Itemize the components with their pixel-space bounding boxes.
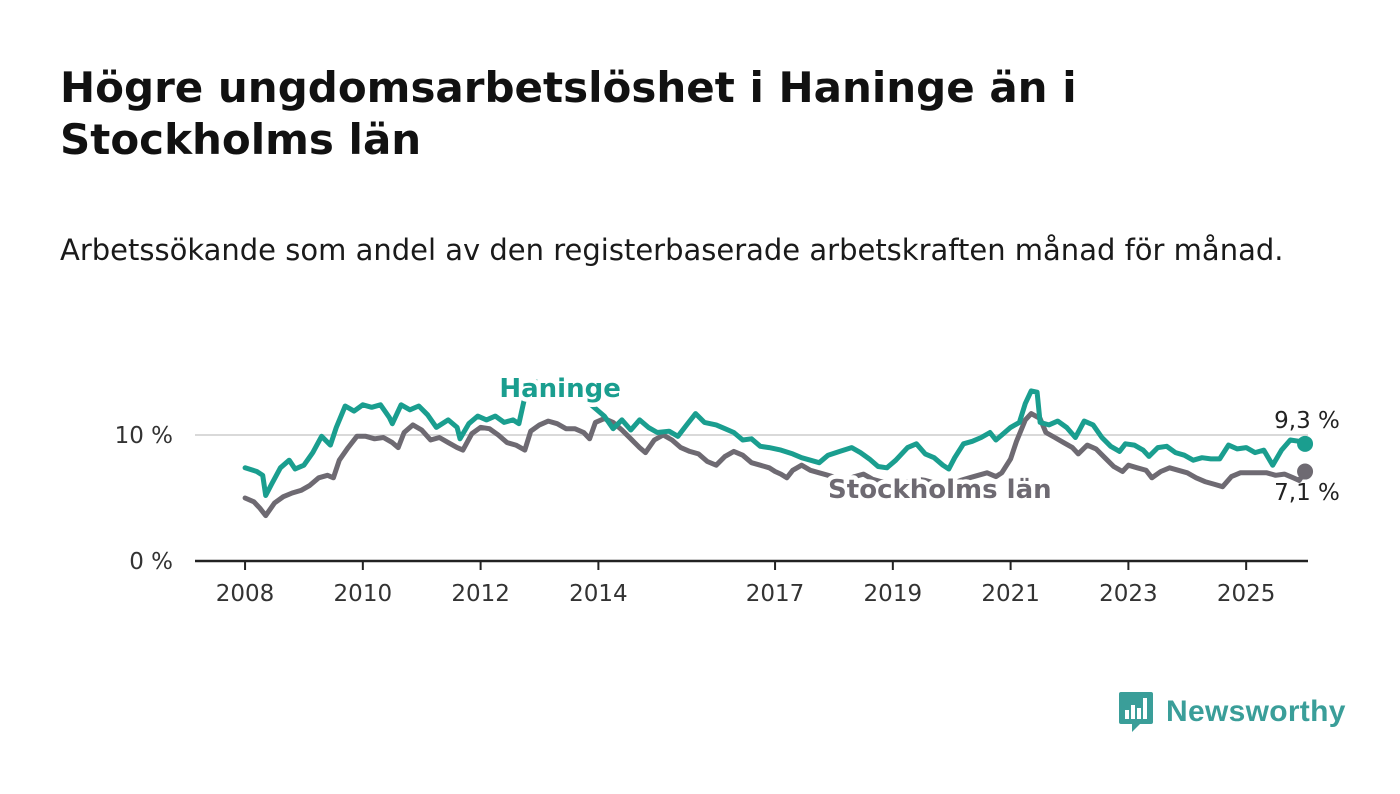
x-tick-label: 2014 [569, 581, 628, 607]
x-tick-label: 2019 [864, 581, 923, 607]
newsworthy-logo[interactable]: Newsworthy [1118, 690, 1346, 734]
y-tick-label: 10 % [115, 423, 173, 449]
x-tick-label: 2017 [746, 581, 805, 607]
end-point-stockholms-lan [1297, 463, 1314, 480]
series-line-stockholms-lan [242, 411, 1308, 519]
brand-name: Newsworthy [1166, 695, 1346, 728]
y-tick-label: 0 % [129, 549, 173, 575]
x-tick-label: 2012 [451, 581, 510, 607]
x-tick-label: 2010 [334, 581, 393, 607]
end-value-stockholms-lan: 7,1 % [1274, 480, 1340, 506]
series-label-haninge: Haninge [499, 374, 620, 404]
end-value-haninge: 9,3 % [1274, 408, 1340, 434]
series-line-haninge [242, 379, 1308, 498]
x-tick-label: 2023 [1099, 581, 1158, 607]
series-label-stockholms-lan: Stockholms län [828, 475, 1052, 505]
chart-subtitle: Arbetssökande som andel av den registerb… [60, 233, 1284, 267]
chart-title: Högre ungdomsarbetslöshet i Haninge än i… [60, 63, 1077, 164]
x-tick-label: 2021 [981, 581, 1040, 607]
x-tick-label: 2025 [1217, 581, 1276, 607]
bar-chart-speech-bubble-icon [1119, 692, 1153, 732]
x-tick-label: 2008 [216, 581, 275, 607]
end-point-haninge [1297, 435, 1314, 452]
